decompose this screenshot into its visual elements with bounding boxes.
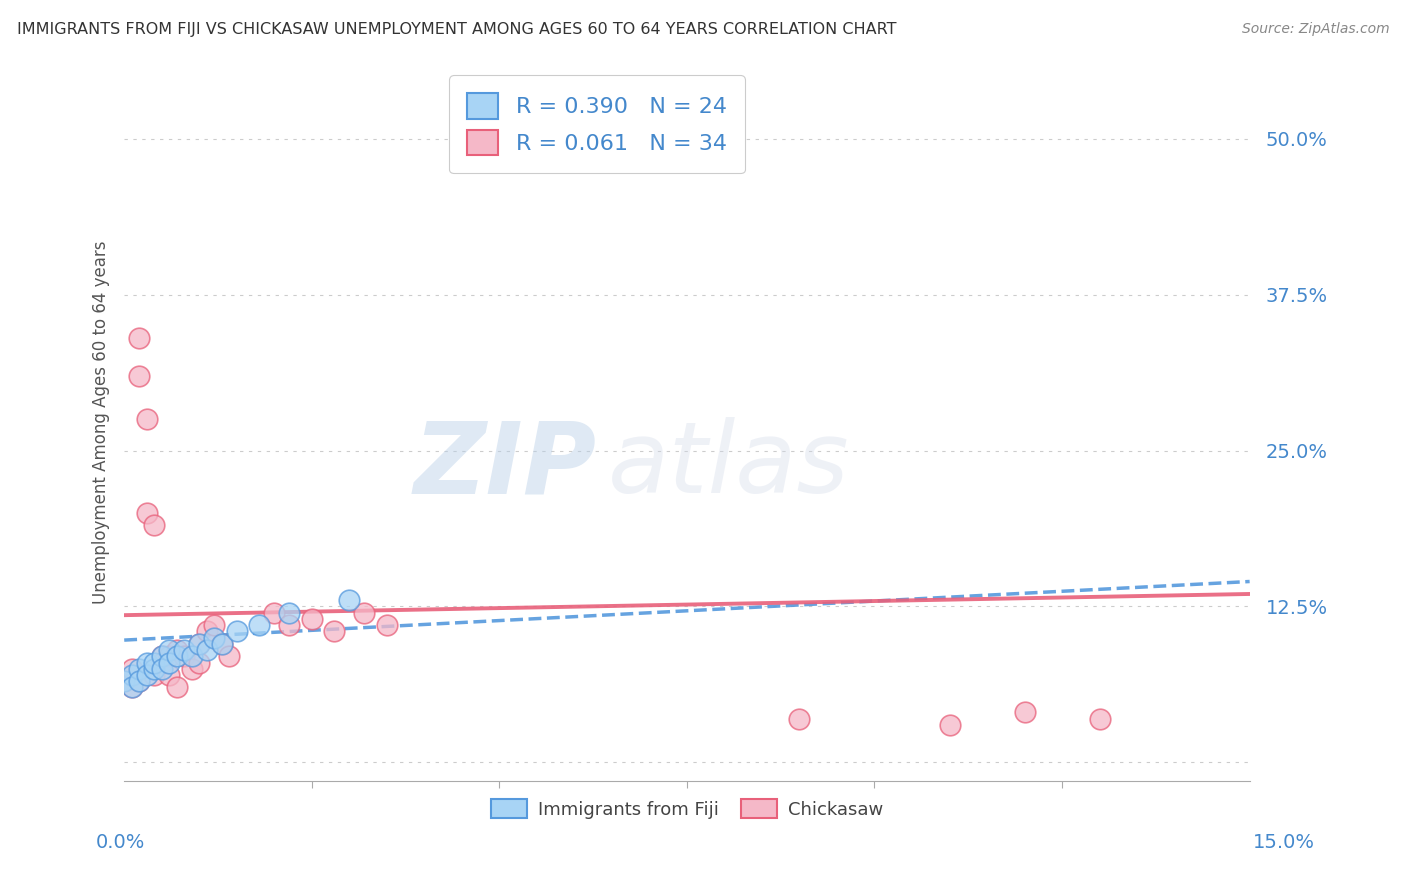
Point (112, 674, 135, 689)
Point (128, 368, 150, 383)
Point (195, 643, 218, 657)
Point (157, 649, 180, 664)
Point (938, 718, 960, 732)
Point (180, 649, 202, 664)
Point (789, 712, 811, 726)
Point (337, 593, 360, 607)
Point (1088, 712, 1111, 726)
Point (143, 656, 166, 670)
Point (166, 681, 188, 695)
Point (121, 668, 143, 682)
Legend: Immigrants from Fiji, Chickasaw: Immigrants from Fiji, Chickasaw (484, 792, 890, 826)
Point (278, 606, 301, 620)
Point (218, 649, 240, 664)
Point (157, 668, 180, 682)
Point (166, 649, 188, 664)
Point (150, 649, 173, 664)
Point (135, 412, 157, 426)
Point (173, 643, 195, 657)
Point (301, 612, 323, 626)
Point (353, 606, 375, 620)
Text: Source: ZipAtlas.com: Source: ZipAtlas.com (1241, 22, 1389, 37)
Text: IMMIGRANTS FROM FIJI VS CHICKASAW UNEMPLOYMENT AMONG AGES 60 TO 64 YEARS CORRELA: IMMIGRANTS FROM FIJI VS CHICKASAW UNEMPL… (17, 22, 897, 37)
Point (211, 637, 233, 651)
Point (121, 662, 143, 676)
Text: atlas: atlas (609, 417, 849, 514)
Point (128, 331, 150, 345)
Point (247, 618, 270, 632)
Point (112, 674, 135, 689)
Point (128, 674, 150, 689)
Point (195, 624, 218, 639)
Point (1014, 706, 1036, 720)
Point (173, 649, 195, 664)
Point (157, 656, 180, 670)
Point (375, 618, 398, 632)
Text: 15.0%: 15.0% (1253, 833, 1315, 852)
Point (263, 606, 285, 620)
Point (121, 681, 143, 695)
Point (188, 637, 211, 651)
Point (135, 668, 157, 682)
Text: ZIP: ZIP (413, 417, 598, 514)
Point (323, 624, 346, 639)
Point (128, 674, 150, 689)
Point (188, 656, 211, 670)
Point (135, 656, 157, 670)
Y-axis label: Unemployment Among Ages 60 to 64 years: Unemployment Among Ages 60 to 64 years (93, 241, 110, 604)
Point (128, 662, 150, 676)
Point (278, 618, 301, 632)
Point (180, 662, 202, 676)
Point (166, 643, 188, 657)
Point (150, 662, 173, 676)
Point (135, 506, 157, 520)
Point (202, 631, 225, 645)
Point (225, 624, 247, 639)
Point (143, 662, 166, 676)
Point (150, 656, 173, 670)
Point (143, 668, 166, 682)
Point (121, 681, 143, 695)
Point (150, 649, 173, 664)
Point (157, 643, 180, 657)
Point (188, 637, 211, 651)
Text: 0.0%: 0.0% (96, 833, 145, 852)
Point (211, 637, 233, 651)
Point (202, 618, 225, 632)
Point (143, 518, 166, 533)
